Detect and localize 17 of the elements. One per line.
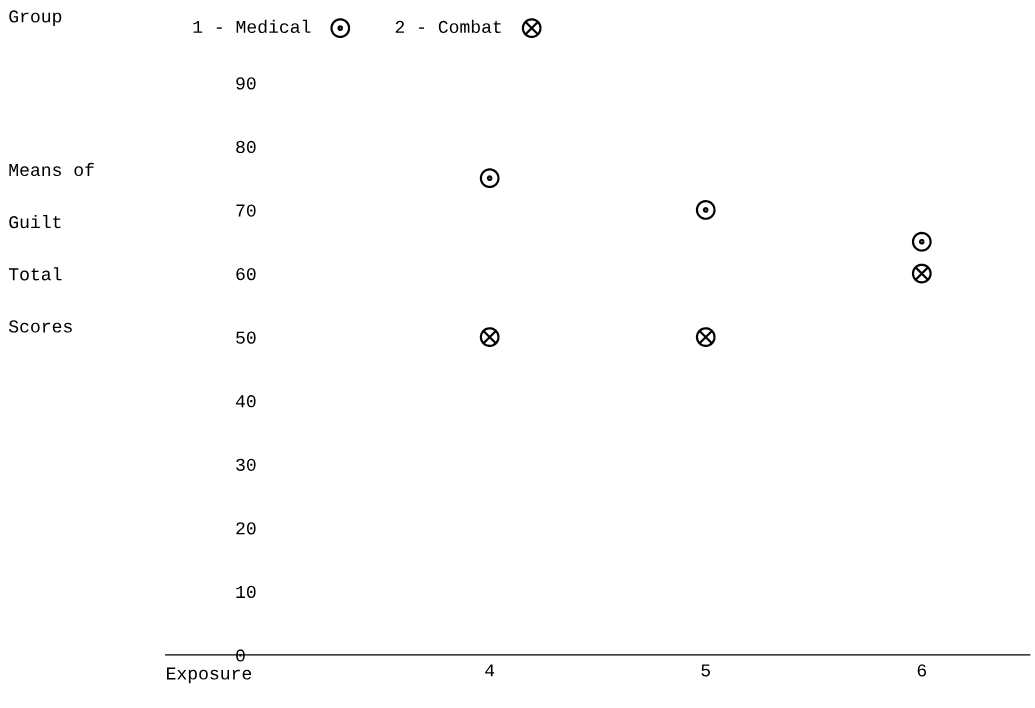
y-tick-label: 30: [236, 458, 256, 471]
x-tick-label: 6: [917, 664, 927, 677]
y-tick-label: 90: [236, 77, 256, 90]
legend-title: Group: [9, 10, 62, 27]
y-tick-label: 20: [236, 522, 256, 535]
x-tick-label: 4: [485, 664, 495, 677]
x-tick-label: 5: [701, 664, 711, 677]
y-tick-label: 50: [236, 331, 256, 344]
x-axis-title: Exposure: [167, 667, 252, 684]
legend-label: 2 - Combat: [395, 19, 501, 34]
y-tick-label: 40: [235, 395, 256, 408]
y-tick-label: 80: [236, 140, 256, 154]
y-tick-label: 10: [236, 585, 256, 599]
text: Means of Guilt Total Scores: [8, 162, 94, 333]
y-tick-label: 70: [236, 204, 256, 217]
legend-label: 1 - Medical: [193, 19, 311, 34]
y-tick-label: 60: [236, 267, 256, 281]
